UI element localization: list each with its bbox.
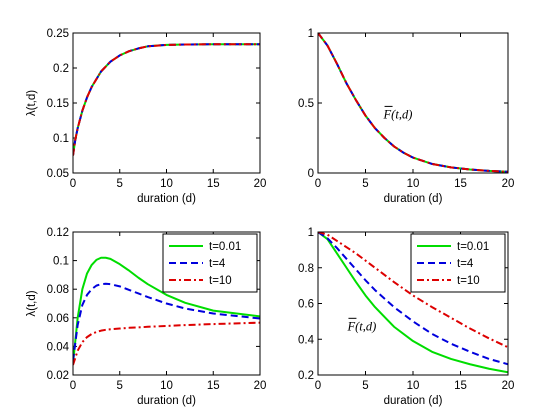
panel-top-right: 0 5 10 15 20 0 0.5 1 duration (d) F(t,d) bbox=[298, 28, 514, 205]
x-axis-label: duration (d) bbox=[384, 193, 443, 205]
x-tick-label: 20 bbox=[502, 380, 515, 392]
y-tick-label: 0.25 bbox=[47, 28, 69, 40]
y-axis-label: λ(t,d) bbox=[26, 90, 38, 116]
y-tick-label: 0.05 bbox=[47, 168, 69, 180]
y-tick-label: 0.1 bbox=[53, 133, 69, 145]
x-tick-label: 10 bbox=[407, 380, 420, 392]
plot-area bbox=[73, 33, 260, 173]
series-line-t-10 bbox=[318, 232, 508, 349]
x-tick-label: 10 bbox=[407, 178, 420, 190]
legend-box bbox=[410, 233, 506, 293]
panel-top-left: 0 5 10 15 20 0.05 0.1 0.15 0.2 0.25 duration (d) λ(… bbox=[26, 28, 266, 205]
x-tick-label: 0 bbox=[70, 178, 76, 190]
y-tick-label: 1 bbox=[308, 227, 314, 239]
x-axis-label: duration (d) bbox=[384, 395, 443, 407]
series-line-t-4 bbox=[318, 232, 508, 366]
y-tick-label: 1 bbox=[308, 28, 314, 40]
y-axis-ticks: 0.2 0.4 0.6 0.8 1 bbox=[298, 227, 508, 382]
annotation-label: F(t,d) bbox=[346, 319, 376, 333]
series-group bbox=[318, 232, 508, 374]
legend-entry: t=0.01 bbox=[209, 241, 241, 253]
x-tick-label: 10 bbox=[160, 178, 173, 190]
y-tick-label: 0.4 bbox=[298, 334, 315, 346]
series-line-s2 bbox=[318, 33, 508, 173]
plot-area bbox=[318, 33, 508, 173]
series-line-s2 bbox=[73, 43, 260, 156]
y-tick-label: 0 bbox=[308, 168, 314, 180]
legend-entry: t=10 bbox=[457, 275, 480, 287]
y-tick-label: 0.2 bbox=[298, 370, 314, 382]
x-tick-label: 10 bbox=[160, 380, 173, 392]
legend-box bbox=[162, 233, 258, 293]
panel-bottom-left: 0 5 10 15 20 0.02 0.04 0.06 0.08 0.1 0.12 duration … bbox=[26, 227, 266, 407]
x-axis-label: duration (d) bbox=[137, 395, 196, 407]
y-tick-label: 0.12 bbox=[47, 227, 69, 239]
legend-entry: t=0.01 bbox=[457, 241, 489, 253]
x-tick-label: 5 bbox=[117, 380, 123, 392]
y-tick-label: 0.6 bbox=[298, 299, 314, 311]
series-group bbox=[73, 43, 260, 156]
x-tick-label: 0 bbox=[315, 178, 321, 190]
y-tick-label: 0.02 bbox=[47, 370, 69, 382]
legend-entry: t=10 bbox=[209, 275, 232, 287]
panel-bottom-right: 0 5 10 15 20 0.2 0.4 0.6 0.8 1 duration (d) F(t,d) t… bbox=[298, 227, 514, 407]
annotation-label: F(t,d) bbox=[383, 107, 413, 121]
x-tick-label: 20 bbox=[254, 178, 267, 190]
series-group bbox=[318, 33, 508, 173]
axes-frame bbox=[317, 32, 509, 174]
y-tick-label: 0.5 bbox=[298, 98, 314, 110]
series-line-t-0-01 bbox=[318, 232, 508, 374]
y-tick-label: 0.1 bbox=[53, 256, 69, 268]
y-tick-label: 0.2 bbox=[53, 63, 69, 75]
x-tick-label: 20 bbox=[502, 178, 515, 190]
y-axis-ticks: 0.02 0.04 0.06 0.08 0.1 0.12 bbox=[47, 227, 260, 382]
x-tick-label: 0 bbox=[70, 380, 76, 392]
x-tick-label: 5 bbox=[362, 380, 368, 392]
x-tick-label: 20 bbox=[254, 380, 267, 392]
y-tick-label: 0.15 bbox=[47, 98, 69, 110]
y-axis-ticks: 0.05 0.1 0.15 0.2 0.25 bbox=[47, 28, 260, 180]
x-tick-label: 15 bbox=[207, 178, 220, 190]
series-group bbox=[73, 256, 260, 366]
y-axis-label: λ(t,d) bbox=[26, 290, 38, 316]
x-tick-label: 0 bbox=[315, 380, 321, 392]
series-line-t-10 bbox=[73, 321, 260, 366]
legend: t=0.01 t=4 t=10 bbox=[162, 233, 258, 293]
x-tick-label: 15 bbox=[207, 380, 220, 392]
legend: t=0.01 t=4 t=10 bbox=[410, 233, 506, 293]
axes-frame bbox=[317, 231, 509, 376]
x-tick-label: 5 bbox=[362, 178, 368, 190]
y-tick-label: 0.06 bbox=[47, 313, 69, 325]
legend-entry: t=4 bbox=[209, 258, 226, 270]
axes-frame bbox=[72, 32, 261, 174]
y-tick-label: 0.08 bbox=[47, 284, 69, 296]
x-tick-label: 15 bbox=[454, 380, 467, 392]
y-tick-label: 0.8 bbox=[298, 263, 314, 275]
series-line-t-0-01 bbox=[73, 256, 260, 364]
x-axis-ticks: 0 5 10 15 20 bbox=[70, 232, 267, 392]
legend-entry: t=4 bbox=[457, 258, 474, 270]
y-tick-label: 0.04 bbox=[47, 341, 70, 353]
x-tick-label: 15 bbox=[454, 178, 467, 190]
x-tick-label: 5 bbox=[117, 178, 123, 190]
axes-frame bbox=[72, 231, 261, 376]
x-axis-label: duration (d) bbox=[137, 193, 196, 205]
